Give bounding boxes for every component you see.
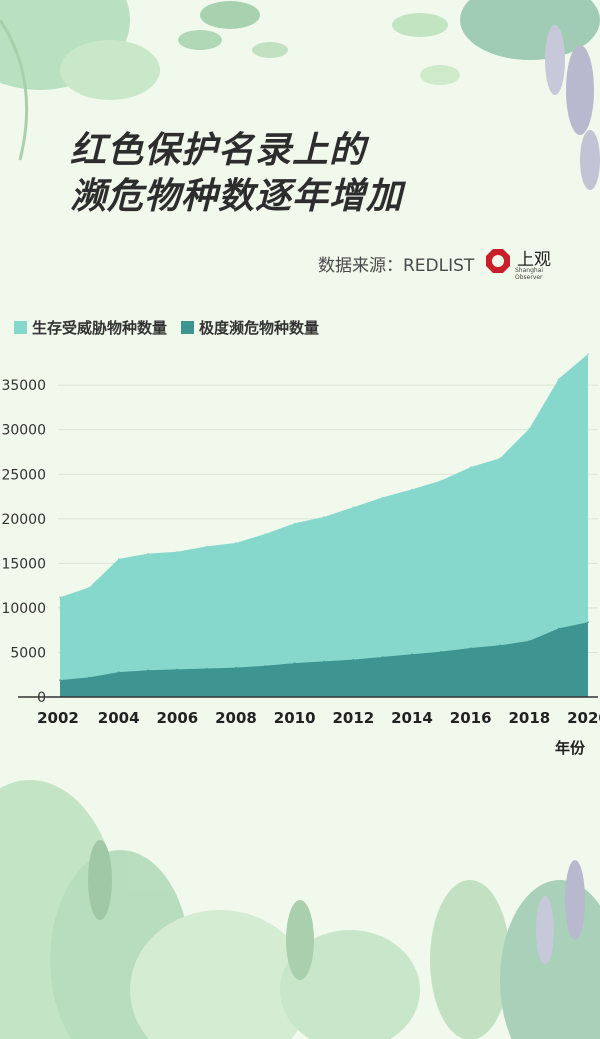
legend-label-critical: 极度濒危物种数量 — [199, 319, 320, 337]
title-line-2: 濒危物种数逐年增加 — [70, 176, 404, 217]
data-point — [117, 558, 120, 560]
legend-swatch-threatened — [14, 321, 27, 334]
x-tick-label: 2006 — [156, 709, 198, 727]
series-area-critical — [60, 622, 588, 697]
y-tick-label: 15000 — [1, 556, 46, 572]
data-point — [381, 656, 384, 658]
data-point — [264, 533, 267, 535]
legend: 生存受威胁物种数量 极度濒危物种数量 — [14, 317, 333, 338]
data-point — [235, 542, 237, 544]
legend-item-threatened: 生存受威胁物种数量 — [14, 317, 167, 338]
data-point — [205, 545, 208, 548]
legend-swatch-critical — [181, 321, 195, 334]
x-tick-label: 2010 — [274, 709, 316, 727]
data-point — [587, 353, 589, 355]
data-point — [499, 644, 501, 647]
x-tick-label: 2008 — [215, 709, 257, 727]
data-point — [147, 669, 149, 672]
data-point — [147, 552, 149, 555]
legend-item-critical: 极度濒危物种数量 — [181, 317, 319, 338]
legend-label-threatened: 生存受威胁物种数量 — [32, 319, 168, 337]
data-point — [293, 522, 296, 525]
data-point — [411, 488, 413, 491]
data-point — [59, 596, 61, 598]
data-point — [352, 506, 355, 508]
data-point — [528, 640, 531, 642]
data-point — [587, 621, 589, 623]
data-point — [205, 667, 208, 670]
data-point — [557, 627, 560, 630]
y-tick-label: 10000 — [1, 601, 46, 617]
x-tick-label: 2018 — [508, 709, 550, 727]
data-point — [381, 496, 384, 499]
data-point — [59, 679, 61, 681]
data-point — [88, 676, 91, 679]
series-area-threatened — [60, 354, 588, 697]
x-tick-label: 2012 — [332, 709, 374, 727]
chart-title: 红色保护名录上的 濒危物种数逐年增加 — [70, 128, 403, 220]
data-point — [176, 668, 179, 671]
y-tick-label: 20000 — [1, 512, 46, 528]
x-tick-label: 2014 — [391, 709, 433, 727]
data-point — [469, 466, 472, 468]
data-point — [323, 660, 325, 663]
data-point — [88, 586, 91, 589]
data-point — [323, 516, 325, 518]
logo-text: 上观 — [517, 250, 551, 270]
y-tick-label: 0 — [37, 690, 46, 706]
data-point — [264, 665, 267, 667]
data-point — [469, 647, 472, 649]
logo-mark-icon — [486, 249, 510, 273]
data-point — [557, 378, 560, 380]
x-tick-label: 2020 — [567, 709, 600, 727]
data-point — [235, 666, 237, 669]
x-tick-label: 2004 — [98, 709, 140, 727]
data-point — [440, 479, 443, 482]
data-point — [293, 662, 296, 664]
logo-subtext: Shanghai Observer — [515, 267, 544, 281]
data-point — [440, 650, 443, 653]
x-axis-label: 年份 — [555, 739, 586, 757]
data-point — [176, 551, 179, 553]
y-tick-label: 30000 — [1, 423, 46, 439]
data-source: 数据来源：REDLIST — [318, 256, 475, 276]
y-tick-label: 25000 — [1, 467, 46, 483]
data-point — [117, 671, 120, 673]
shanghai-observer-logo: 上观 Shanghai Observer — [485, 244, 565, 281]
data-point — [411, 653, 413, 655]
y-tick-label: 5000 — [10, 645, 46, 661]
x-tick-label: 2002 — [37, 709, 79, 727]
y-tick-label: 35000 — [1, 378, 46, 394]
area-chart: 0 5000 10000 15000 20000 25000 30000 35000 2002 2… — [1, 353, 600, 727]
x-tick-label: 2016 — [450, 709, 492, 727]
data-point — [352, 658, 355, 661]
title-line-1: 红色保护名录上的 — [70, 130, 367, 171]
data-point — [528, 428, 531, 430]
data-point — [499, 457, 501, 459]
